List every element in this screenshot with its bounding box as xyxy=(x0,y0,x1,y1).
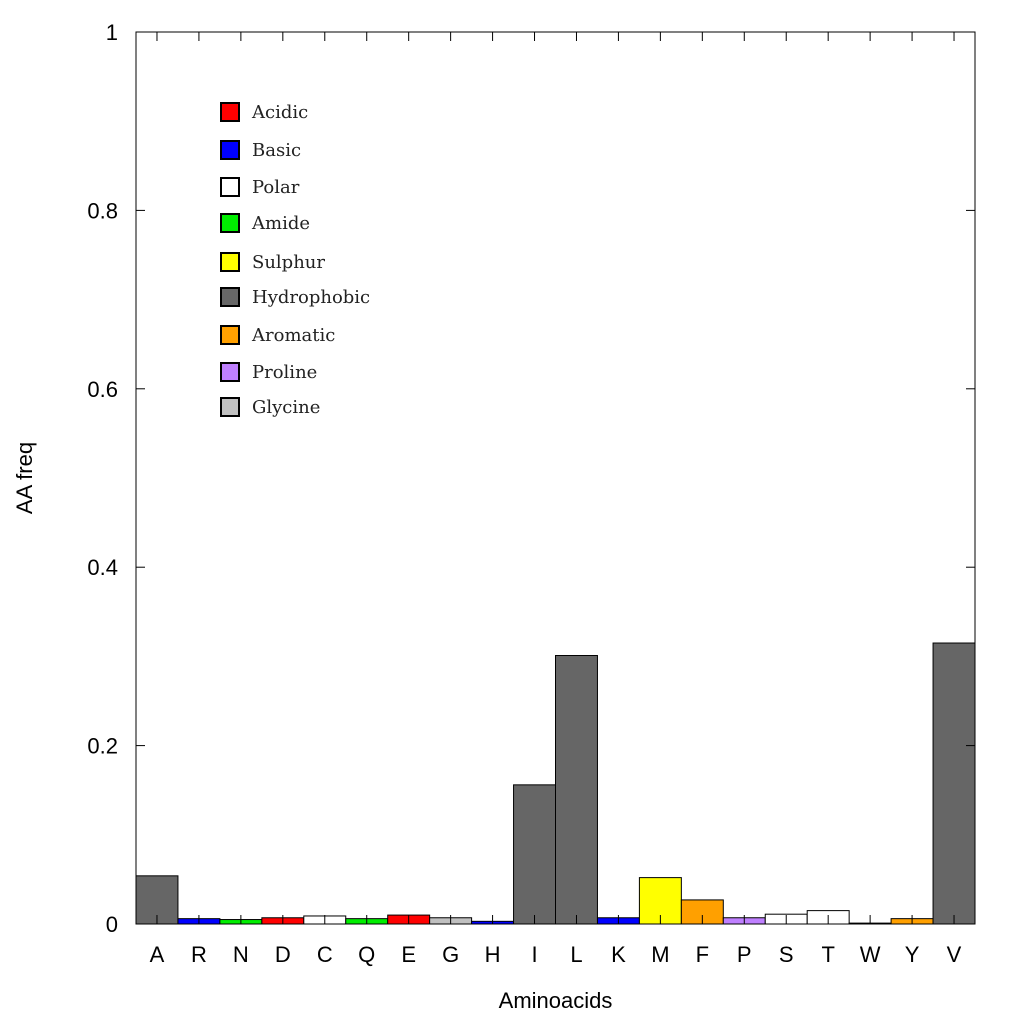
x-tick-label: H xyxy=(485,942,501,967)
legend-label-basic: Basic xyxy=(252,140,301,161)
bars-group xyxy=(135,642,976,925)
bar-V xyxy=(932,642,976,925)
legend-swatch-basic xyxy=(220,140,240,160)
x-axis-label: Aminoacids xyxy=(499,988,613,1013)
x-tick-label: Q xyxy=(358,942,375,967)
y-tick-label: 1 xyxy=(106,20,118,45)
legend-swatch-amide xyxy=(220,213,240,233)
x-tick-label: M xyxy=(651,942,669,967)
y-axis: 0 0.2 0.4 0.6 0.8 1 xyxy=(87,20,975,937)
x-tick-label: F xyxy=(696,942,709,967)
legend-label-polar: Polar xyxy=(252,177,300,198)
legend-label-hydrophobic: Hydrophobic xyxy=(252,287,370,308)
legend-label-sulphur: Sulphur xyxy=(252,252,325,273)
x-tick-label: A xyxy=(150,942,165,967)
plot-frame xyxy=(135,31,976,925)
legend-label-glycine: Glycine xyxy=(252,397,320,418)
x-tick-label: C xyxy=(317,942,333,967)
x-tick-label: S xyxy=(779,942,794,967)
legend-swatch-sulphur xyxy=(220,252,240,272)
bar-L xyxy=(555,655,598,925)
bar-I xyxy=(513,784,556,925)
x-tick-label: E xyxy=(401,942,416,967)
x-tick-label: Y xyxy=(905,942,920,967)
legend-swatch-proline xyxy=(220,362,240,382)
legend-label-acidic: Acidic xyxy=(251,102,308,123)
x-tick-label: K xyxy=(611,942,626,967)
legend-swatch-hydrophobic xyxy=(220,287,240,307)
x-tick-label: N xyxy=(233,942,249,967)
x-tick-label: I xyxy=(531,942,537,967)
x-tick-label: P xyxy=(737,942,752,967)
x-tick-label: L xyxy=(570,942,582,967)
x-tick-label: T xyxy=(821,942,834,967)
y-tick-label: 0.4 xyxy=(87,555,118,580)
y-tick-label: 0 xyxy=(106,912,118,937)
y-axis-label: AA freq xyxy=(12,442,37,514)
x-tick-label: D xyxy=(275,942,291,967)
legend-swatch-polar xyxy=(220,177,240,197)
legend-swatch-aromatic xyxy=(220,325,240,345)
x-tick-label: V xyxy=(947,942,962,967)
legend-label-proline: Proline xyxy=(252,362,317,383)
legend: Acidic Basic Polar Amide Sulphur Hydrophobic A… xyxy=(220,102,370,418)
legend-label-amide: Amide xyxy=(251,213,310,234)
legend-swatch-acidic xyxy=(220,102,240,122)
y-tick-label: 0.8 xyxy=(87,198,118,223)
x-tick-label: G xyxy=(442,942,459,967)
x-tick-label: R xyxy=(191,942,207,967)
y-tick-label: 0.2 xyxy=(87,734,118,759)
legend-label-aromatic: Aromatic xyxy=(251,325,335,346)
legend-swatch-glycine xyxy=(220,397,240,417)
x-tick-label: W xyxy=(860,942,881,967)
y-tick-label: 0.6 xyxy=(87,377,118,402)
